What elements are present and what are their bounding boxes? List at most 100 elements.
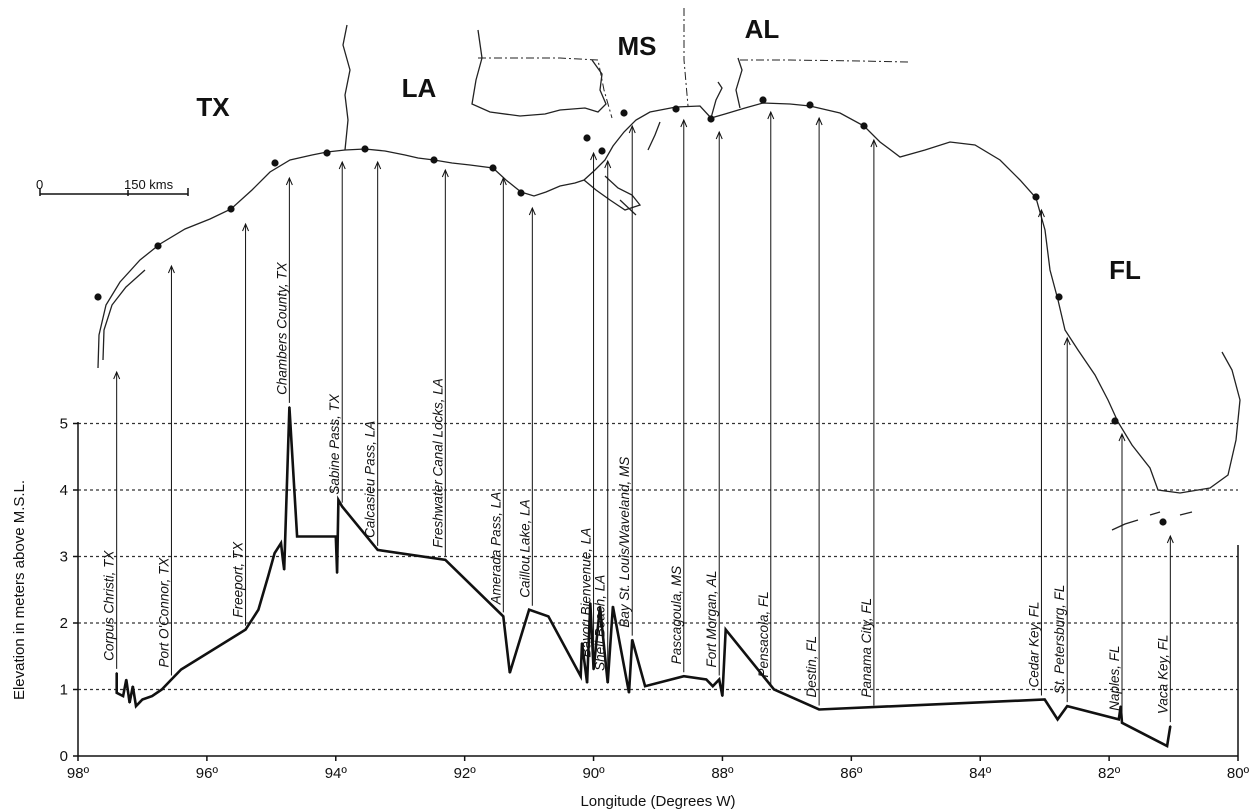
elevation-point	[341, 505, 344, 508]
site-dot	[1032, 193, 1040, 201]
site-arrow-head	[628, 124, 636, 134]
elevation-line-layer	[115, 406, 1172, 748]
x-tick-label: 80º	[1227, 765, 1250, 782]
site-label: Destin, FL	[804, 636, 819, 698]
al-fl-border	[740, 59, 909, 63]
site-freshwater-canal-locks-la: Freshwater Canal Locks, LA	[430, 156, 449, 556]
site-arrow-head	[167, 264, 175, 274]
elevation-point	[257, 608, 260, 611]
x-axis-title: Longitude (Degrees W)	[580, 793, 735, 810]
site-arrow-head	[715, 130, 723, 140]
elevation-point	[1166, 745, 1168, 747]
site-label: Panama City, FL	[859, 598, 874, 698]
y-tick-label: 0	[60, 748, 68, 765]
site-port-o-connor-tx: Port O'Connor, TX	[154, 242, 175, 676]
y-tick-label: 3	[60, 549, 68, 566]
sabine-river	[342, 24, 351, 151]
elevation-point	[282, 559, 284, 561]
elevation-point	[1169, 725, 1172, 727]
elevation-point	[336, 572, 338, 574]
elevation-point	[579, 675, 582, 677]
site-freeport-tx: Freeport, TX	[227, 205, 250, 626]
site-dot	[860, 122, 868, 130]
site-dot	[672, 105, 680, 113]
gulf-coastline	[97, 102, 1241, 494]
elevation-point	[244, 628, 247, 631]
elevation-point	[718, 678, 721, 681]
site-dot	[430, 156, 438, 164]
y-tick-label: 5	[60, 416, 68, 433]
site-pensacola-fl: Pensacola, FL	[756, 96, 775, 686]
site-label: Cedar Key, FL	[1026, 601, 1041, 687]
elevation-point	[682, 675, 685, 677]
x-tick-label: 82º	[1098, 765, 1121, 782]
elevation-point	[1119, 705, 1122, 707]
scale-bar-start: 0	[36, 177, 43, 192]
mississippi-delta	[583, 121, 661, 216]
site-label: Caillou Lake, LA	[517, 499, 532, 597]
site-dot	[759, 96, 767, 104]
elevation-point	[606, 682, 609, 684]
site-arrow-head	[528, 206, 536, 216]
site-dot	[1111, 417, 1119, 425]
gulf-coast-map: TX LA MS AL FL 0 150 kms	[36, 8, 1241, 531]
elevation-point	[628, 692, 630, 694]
elevation-point	[296, 535, 298, 538]
site-arrow-head	[680, 118, 688, 128]
ms-al-border	[683, 8, 689, 107]
scale-bar: 0 150 kms	[36, 177, 189, 196]
site-arrow-head	[374, 160, 382, 170]
elevation-line	[115, 406, 1172, 748]
y-tick-label: 4	[60, 482, 68, 499]
elevation-point	[1117, 718, 1120, 721]
elevation-point	[376, 549, 379, 551]
site-label: Bay St. Louis/Waveland, MS	[617, 457, 632, 628]
elevation-point	[280, 542, 282, 544]
elevation-point	[283, 569, 286, 571]
site-arrow-head	[242, 222, 250, 232]
site-arrow-head	[1037, 208, 1045, 218]
site-arrow-head	[499, 176, 507, 186]
elevation-point	[151, 695, 153, 697]
site-label: Amerada Pass, LA	[488, 492, 503, 606]
gridlines	[78, 422, 1238, 691]
site-dot	[323, 149, 331, 157]
elevation-point	[581, 642, 583, 644]
elevation-point	[705, 678, 708, 681]
florida-keys	[1111, 511, 1193, 531]
texas-barrier-island	[102, 269, 146, 361]
state-label-ms: MS	[618, 31, 657, 61]
elevation-point	[334, 535, 337, 538]
elevation-point	[170, 678, 173, 681]
x-tick-label: 86º	[840, 765, 863, 782]
site-label: Pascagoula, MS	[669, 566, 684, 664]
site-cedar-key-fl: Cedar Key, FL	[1026, 193, 1045, 696]
site-label: St. Petersburg, FL	[1052, 585, 1067, 695]
site-panama-city-fl: Panama City, FL	[859, 122, 878, 706]
x-tick-label: 94º	[325, 765, 348, 782]
elevation-point	[721, 695, 724, 697]
site-arrow-head	[285, 176, 293, 186]
elevation-point	[128, 702, 131, 704]
site-arrow-head	[1063, 336, 1071, 346]
elevation-point	[273, 552, 276, 554]
tide-gauge-sites: Corpus Christi, TX Port O'Connor, TX Freep…	[94, 96, 1174, 723]
site-label: Sabine Pass, TX	[327, 393, 342, 495]
site-arrow-head	[113, 370, 121, 380]
site-caillou-lake-la: Caillou Lake, LA	[517, 189, 536, 606]
site-dot	[94, 293, 102, 301]
site-fort-morgan-al: Fort Morgan, AL	[704, 115, 723, 676]
y-axis-title: Elevation in meters above M.S.L.	[11, 480, 28, 700]
site-bay-st-louis-waveland-ms: Bay St. Louis/Waveland, MS	[617, 109, 636, 636]
state-label-tx: TX	[196, 92, 230, 122]
x-tick-label: 96º	[196, 765, 219, 782]
elevation-point	[1043, 698, 1046, 701]
elevation-point	[589, 602, 592, 604]
site-label: Port O'Connor, TX	[156, 557, 171, 668]
elevation-point	[337, 499, 340, 501]
site-label: Freshwater Canal Locks, LA	[430, 378, 445, 548]
louisiana-inland-coast	[471, 29, 607, 117]
elevation-point	[444, 559, 447, 561]
site-label: Vaca Key, FL	[1155, 635, 1170, 715]
